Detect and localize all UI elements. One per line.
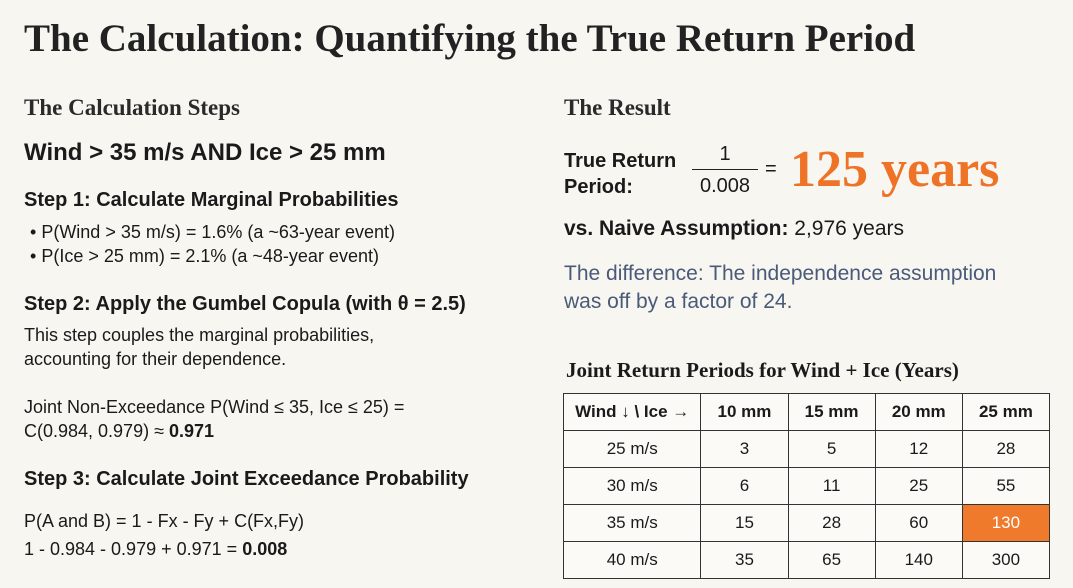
difference: The difference: The independence assumpt…	[564, 260, 996, 316]
step-title: Step 2: Apply the Gumbel Copula (with θ …	[24, 293, 466, 315]
table-cell: 140	[874, 541, 963, 579]
table-cell: 60	[874, 504, 963, 542]
numerator: 1	[692, 143, 758, 170]
naive: vs. Naive Assumption: 2,976 years	[564, 217, 904, 241]
naive-label: vs. Naive Assumption:	[564, 217, 789, 240]
steps-heading: The Calculation Steps	[24, 95, 240, 120]
table-cell: 65	[787, 541, 876, 579]
table-cell: 5	[787, 430, 876, 468]
table-cell: 55	[961, 467, 1051, 505]
table-title: Joint Return Periods for Wind + Ice (Yea…	[566, 358, 959, 382]
bullet-text: P(Wind > 35 m/s) = 1.6% (a ~63-year even…	[41, 222, 395, 242]
header-cell: 10 mm	[700, 393, 789, 431]
step-title: Step 1: Calculate Marginal Probabilities	[24, 189, 399, 211]
table-cell: 130	[961, 504, 1051, 542]
formula-line: C(0.984, 0.979) ≈ 0.971	[24, 419, 214, 443]
table-row: 35 m/s 15 28 60 130	[562, 504, 1051, 542]
bullet: • P(Wind > 35 m/s) = 1.6% (a ~63-year ev…	[30, 222, 395, 242]
table-cell: 30 m/s	[562, 467, 702, 505]
title: The Calculation: Quantifying the True Re…	[24, 17, 916, 60]
table-cell: 300	[961, 541, 1051, 579]
label-line: True Return	[564, 150, 677, 172]
formula-text: 1 - 0.984 - 0.979 + 0.971 =	[24, 539, 238, 559]
table-cell: 15	[700, 504, 789, 542]
table-cell: 11	[787, 467, 876, 505]
header-cell: 20 mm	[874, 393, 963, 431]
bullet-text: P(Ice > 25 mm) = 2.1% (a ~48-year event)	[41, 246, 379, 266]
table-cell: 12	[874, 430, 963, 468]
table-cell: 25 m/s	[562, 430, 702, 468]
result-value: 125 years	[790, 141, 1000, 198]
label-line: Period:	[564, 176, 633, 198]
formula-line: 1 - 0.984 - 0.979 + 0.971 = 0.008	[24, 537, 287, 561]
fraction: 1 0.008	[692, 143, 758, 198]
header-row: Wind ↓ \ Ice → 10 mm 15 mm 20 mm 25 mm	[562, 393, 1051, 431]
step-title: Step 3: Calculate Joint Exceedance Proba…	[24, 468, 469, 490]
equals: =	[765, 158, 777, 180]
formula-result: 0.008	[242, 539, 288, 559]
header-cell: 25 mm	[961, 393, 1051, 431]
table-cell: 40 m/s	[562, 541, 702, 579]
text-line: accounting for their dependence.	[24, 349, 287, 369]
table: Wind ↓ \ Ice → 10 mm 15 mm 20 mm 25 mm 25 m/s…	[562, 393, 1051, 579]
table-cell: 25	[874, 467, 963, 505]
table-cell: 28	[961, 430, 1051, 468]
formula-line: P(A and B) = 1 - Fx - Fy + C(Fx,Fy)	[24, 511, 305, 531]
difference-line: The difference: The independence assumpt…	[564, 262, 997, 285]
table-cell: 35	[700, 541, 789, 579]
condition: Wind > 35 m/s AND Ice > 25 mm	[24, 139, 386, 166]
formula-result: 0.971	[168, 421, 215, 441]
bullet: • P(Ice > 25 mm) = 2.1% (a ~48-year even…	[30, 246, 379, 266]
formula-line: Joint Non-Exceedance P(Wind ≤ 35, Ice ≤ …	[24, 397, 405, 417]
table-row: 30 m/s 6 11 25 55	[562, 467, 1051, 505]
table-row: 40 m/s 35 65 140 300	[562, 541, 1051, 579]
header-cell: Wind ↓ \ Ice →	[562, 393, 702, 431]
result-label: True Return Period:	[564, 148, 676, 200]
table-cell: 28	[787, 504, 876, 542]
difference-line: was off by a factor of 24.	[564, 290, 793, 313]
header-cell: 15 mm	[787, 393, 876, 431]
denominator: 0.008	[699, 175, 751, 197]
table-cell: 6	[700, 467, 789, 505]
text-line: This step couples the marginal probabili…	[24, 325, 375, 345]
naive-value: 2,976 years	[794, 217, 905, 240]
table-cell: 3	[700, 430, 789, 468]
table-cell: 35 m/s	[562, 504, 702, 542]
table-row: 25 m/s 3 5 12 28	[562, 430, 1051, 468]
result-heading: The Result	[564, 95, 671, 120]
formula-text: C(0.984, 0.979) ≈	[24, 421, 164, 441]
